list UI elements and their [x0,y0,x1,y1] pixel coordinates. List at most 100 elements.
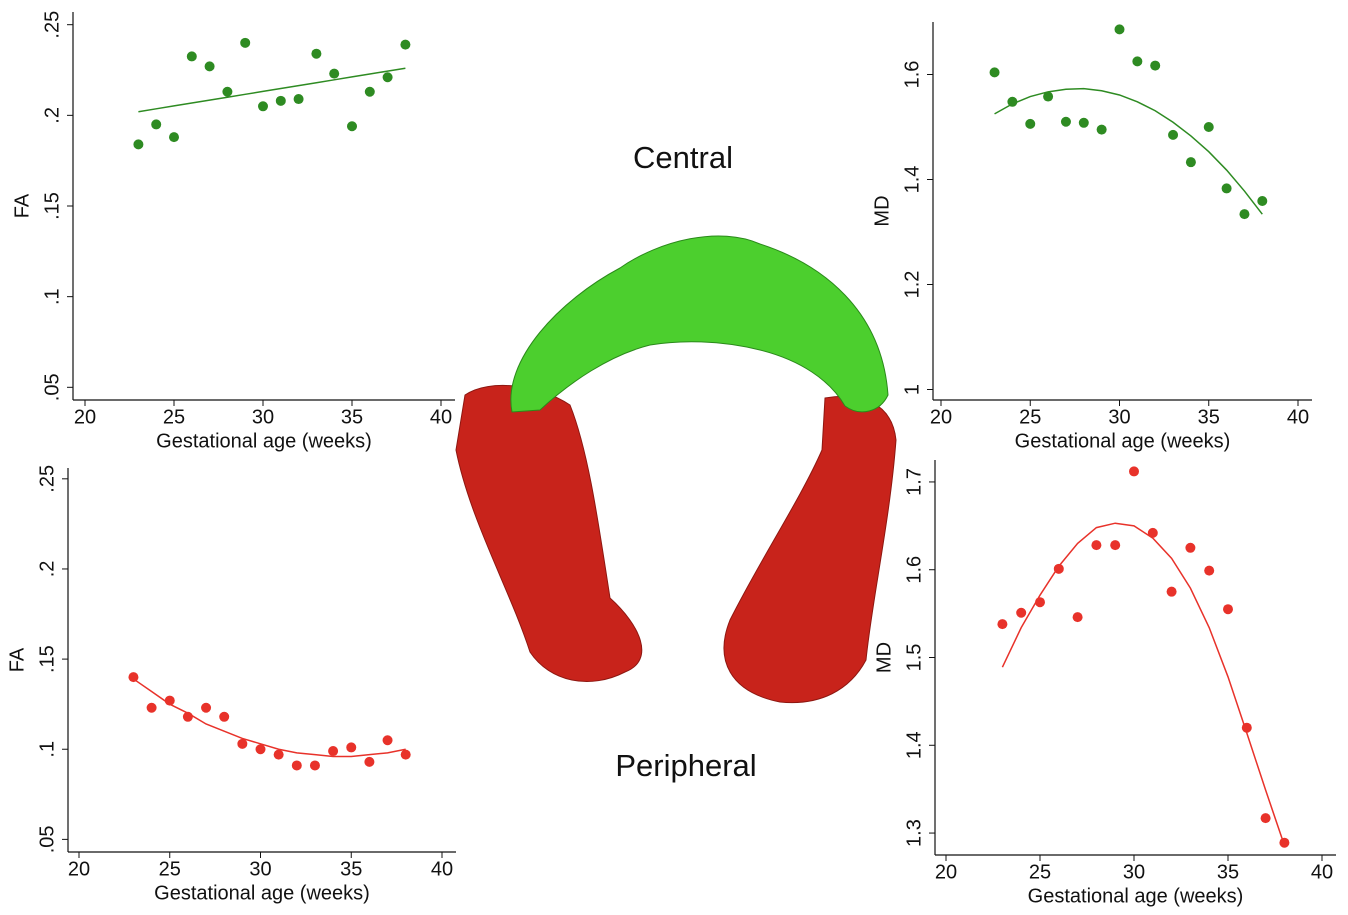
data-point [128,672,139,683]
data-point [364,756,375,767]
x-tick-label: 35 [1217,861,1239,883]
data-point [382,735,393,746]
peripheral-right [723,395,897,704]
data-point [1185,542,1196,553]
y-tick-label: 1.4 [901,166,923,194]
y-tick-label: .2 [41,107,63,124]
y-axis-label: MD [871,195,893,226]
x-axis-label: Gestational age (weeks) [154,882,370,904]
x-tick-label: 35 [340,858,362,880]
data-point [1016,607,1027,618]
data-point [1096,124,1107,135]
x-tick-label: 20 [68,858,90,880]
data-point [1166,586,1177,597]
data-point [311,48,322,59]
y-tick-label: .2 [36,561,58,578]
data-point [164,695,175,706]
chart-panel: 20 25 30 35 40 .05 .1 .15 .2 .25 Gestational age (… [11,11,455,452]
y-tick-label: 1.3 [903,819,925,847]
data-point [1204,565,1215,576]
data-point [989,67,1000,78]
x-tick-label: 25 [159,858,181,880]
data-point [182,711,193,722]
data-point [1185,157,1196,168]
y-tick-label: 1 [901,384,923,395]
chart-panel: 20 25 30 35 40 1.3 1.4 1.5 1.6 1.7 Gestational age… [873,460,1336,907]
data-point [201,702,212,713]
data-point [382,72,393,83]
data-point [151,119,162,130]
x-tick-label: 20 [74,406,96,428]
data-point [1239,209,1250,220]
x-tick-label: 30 [1108,406,1130,428]
y-tick-label: .05 [36,825,58,853]
data-point [1114,24,1125,35]
region-label: Peripheral [615,748,756,783]
y-axis-label: MD [873,642,895,673]
x-axis-label: Gestational age (weeks) [1015,430,1231,452]
data-point [1203,122,1214,132]
y-tick-label: .05 [41,373,63,401]
data-point [258,101,268,112]
data-point [293,94,304,105]
x-tick-label: 35 [1198,406,1220,428]
data-point [347,121,357,132]
x-tick-label: 30 [249,858,271,880]
data-point [329,68,340,79]
data-point [328,746,339,757]
y-tick-label: 1.5 [903,644,925,672]
data-point [1168,129,1179,140]
x-axis-label: Gestational age (weeks) [1028,885,1244,907]
data-point [204,61,215,72]
data-point [133,139,144,150]
y-tick-label: .25 [41,11,63,39]
data-point [255,744,266,755]
data-point [1007,96,1018,107]
data-point [400,749,411,760]
data-point [346,742,357,753]
x-tick-label: 30 [1123,861,1145,883]
fit-line [1001,522,1286,846]
central [510,235,889,413]
data-point [997,619,1008,630]
data-point [1129,466,1139,477]
data-point [1260,813,1271,824]
data-point [1053,563,1064,574]
y-tick-label: .15 [36,645,58,673]
data-point [1091,540,1102,551]
x-tick-label: 40 [430,406,452,428]
data-point [219,711,230,722]
data-point [1221,183,1232,194]
data-point [1078,117,1089,128]
data-point [1110,540,1121,551]
data-point [1150,60,1161,71]
data-point [222,86,233,97]
data-point [400,39,411,50]
data-point [1060,116,1071,127]
x-tick-label: 25 [1019,406,1041,428]
data-point [1241,722,1252,733]
y-tick-label: 1.4 [903,731,925,759]
data-point [1025,118,1036,129]
fit-line [138,67,406,113]
y-tick-label: 1.2 [901,271,923,299]
data-point [169,132,179,143]
x-tick-label: 30 [252,406,274,428]
data-point [1072,612,1083,623]
data-point [275,95,286,106]
data-point [186,51,197,62]
data-point [1132,56,1143,67]
y-tick-label: .1 [36,741,58,758]
x-tick-label: 40 [431,858,453,880]
x-tick-label: 25 [163,406,185,428]
peripheral-left [455,384,643,683]
data-point [273,749,284,760]
x-tick-label: 40 [1287,406,1309,428]
data-point [1147,527,1158,538]
x-axis-label: Gestational age (weeks) [156,430,372,452]
y-tick-label: 1.7 [903,468,925,496]
data-point [364,86,375,97]
data-point [291,760,302,771]
data-point [1257,196,1268,207]
